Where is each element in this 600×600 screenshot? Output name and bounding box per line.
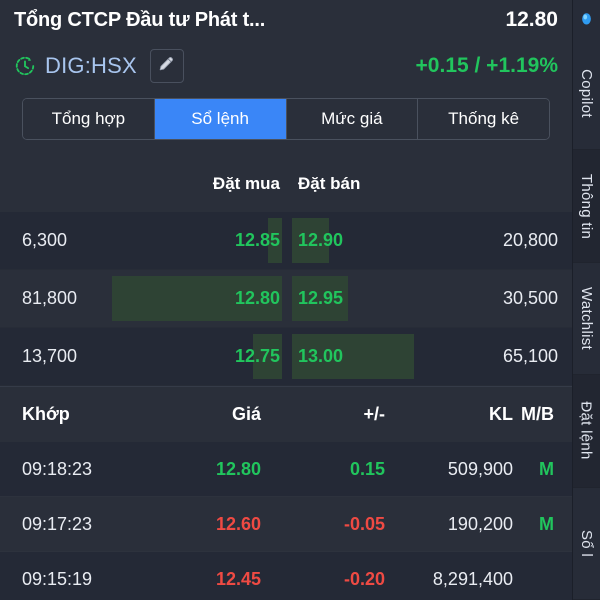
bid-volume-bar bbox=[112, 276, 282, 321]
tab-so-lenh[interactable]: Sổ lệnh bbox=[154, 99, 287, 139]
table-row[interactable]: 09:17:23 12.60 -0.05 190,200 M bbox=[0, 497, 572, 552]
pencil-icon bbox=[157, 54, 176, 78]
bid-price[interactable]: 12.80 bbox=[234, 288, 280, 308]
orderbook-row[interactable]: 13,700 12.75 13.00 65,100 bbox=[0, 328, 572, 386]
trades-header-price: Giá bbox=[231, 404, 261, 424]
bid-volume-bar bbox=[268, 218, 282, 263]
bid-price[interactable]: 12.75 bbox=[234, 346, 280, 366]
bid-volume: 6,300 bbox=[22, 230, 68, 250]
copilot-icon[interactable] bbox=[573, 0, 600, 38]
clock-refresh-icon bbox=[14, 55, 36, 77]
trades-header: Khớp Giá +/- KL M/B bbox=[0, 386, 572, 442]
ask-volume-bar bbox=[292, 276, 349, 321]
ask-price[interactable]: 12.95 bbox=[298, 288, 344, 308]
trades-header-time: Khớp bbox=[22, 404, 70, 424]
right-sidebar: Copilot Thông tin Watchlist Đặt lệnh Sổ … bbox=[572, 0, 600, 600]
ask-volume-bar bbox=[292, 218, 330, 263]
ask-volume: 30,500 bbox=[502, 288, 558, 308]
sidebar-item-so-lenh[interactable]: Sổ l bbox=[573, 487, 600, 600]
trades-header-change: +/- bbox=[363, 404, 385, 424]
tab-thong-ke[interactable]: Thống kê bbox=[418, 99, 549, 139]
trades-header-side: M/B bbox=[521, 404, 554, 424]
last-price: 12.80 bbox=[505, 8, 558, 31]
bid-volume: 81,800 bbox=[22, 288, 78, 308]
sidebar-item-thong-tin[interactable]: Thông tin bbox=[573, 150, 600, 263]
ask-price[interactable]: 12.90 bbox=[298, 230, 344, 250]
orderbook-row[interactable]: 81,800 12.80 12.95 30,500 bbox=[0, 270, 572, 328]
trades-header-volume: KL bbox=[489, 404, 513, 424]
main-panel: Tổng CTCP Đầu tư Phát t... 12.80 DIG:HSX bbox=[0, 0, 572, 600]
sidebar-item-copilot[interactable]: Copilot bbox=[573, 38, 600, 151]
sidebar-item-label: Thông tin bbox=[578, 173, 595, 239]
edit-symbol-button[interactable] bbox=[149, 49, 184, 83]
table-row[interactable]: 09:15:19 12.45 -0.20 8,291,400 bbox=[0, 552, 572, 600]
orderbook-header-bid: Đặt mua bbox=[212, 174, 280, 193]
ask-volume: 20,800 bbox=[502, 230, 558, 250]
trade-side: M bbox=[539, 458, 554, 479]
ticker-symbol[interactable]: DIG:HSX bbox=[45, 53, 137, 78]
trade-price: 12.45 bbox=[215, 568, 261, 589]
header-ticker-row: DIG:HSX +0.15 / +1.19% bbox=[14, 40, 558, 92]
trade-change: -0.05 bbox=[343, 513, 385, 534]
bid-volume-bar bbox=[253, 334, 282, 379]
trade-time: 09:18:23 bbox=[22, 458, 93, 479]
sidebar-item-label: Watchlist bbox=[578, 287, 595, 351]
ask-price[interactable]: 13.00 bbox=[298, 346, 344, 366]
bid-volume: 13,700 bbox=[22, 346, 78, 366]
symbol-header: Tổng CTCP Đầu tư Phát t... 12.80 DIG:HSX bbox=[0, 0, 572, 92]
trade-volume: 190,200 bbox=[447, 513, 513, 534]
trade-volume: 8,291,400 bbox=[432, 568, 513, 589]
sidebar-item-dat-lenh[interactable]: Đặt lệnh bbox=[573, 375, 600, 488]
tab-muc-gia[interactable]: Mức giá bbox=[286, 99, 419, 139]
company-name: Tổng CTCP Đầu tư Phát t... bbox=[14, 8, 266, 31]
trade-side: M bbox=[539, 513, 554, 534]
bid-price[interactable]: 12.85 bbox=[234, 230, 280, 250]
trade-volume: 509,900 bbox=[447, 458, 513, 479]
trade-time: 09:15:19 bbox=[22, 568, 93, 589]
tabs-container: Tổng hợp Sổ lệnh Mức giá Thống kê bbox=[0, 92, 572, 156]
sidebar-item-label: Đặt lệnh bbox=[578, 401, 595, 461]
ask-volume-bar bbox=[292, 334, 415, 379]
trade-time: 09:17:23 bbox=[22, 513, 93, 534]
table-row[interactable]: 09:18:23 12.80 0.15 509,900 M bbox=[0, 442, 572, 497]
sidebar-item-label: Sổ l bbox=[578, 529, 595, 557]
trade-change: -0.20 bbox=[343, 568, 385, 589]
price-change: +0.15 / +1.19% bbox=[415, 54, 558, 77]
trade-price: 12.60 bbox=[215, 513, 261, 534]
orderbook-header-ask: Đặt bán bbox=[298, 174, 361, 193]
sidebar-item-watchlist[interactable]: Watchlist bbox=[573, 262, 600, 376]
orderbook-header: Đặt mua Đặt bán bbox=[0, 156, 572, 212]
trade-change: 0.15 bbox=[349, 458, 385, 479]
tab-tong-hop[interactable]: Tổng hợp bbox=[23, 99, 155, 139]
sidebar-item-label: Copilot bbox=[578, 69, 596, 119]
header-title-row: Tổng CTCP Đầu tư Phát t... 12.80 bbox=[14, 0, 558, 40]
orderbook-row[interactable]: 6,300 12.85 12.90 20,800 bbox=[0, 212, 572, 270]
tab-bar: Tổng hợp Sổ lệnh Mức giá Thống kê bbox=[22, 98, 550, 140]
trade-price: 12.80 bbox=[215, 458, 261, 479]
ask-volume: 65,100 bbox=[502, 346, 558, 366]
ticker-group: DIG:HSX bbox=[14, 49, 184, 83]
